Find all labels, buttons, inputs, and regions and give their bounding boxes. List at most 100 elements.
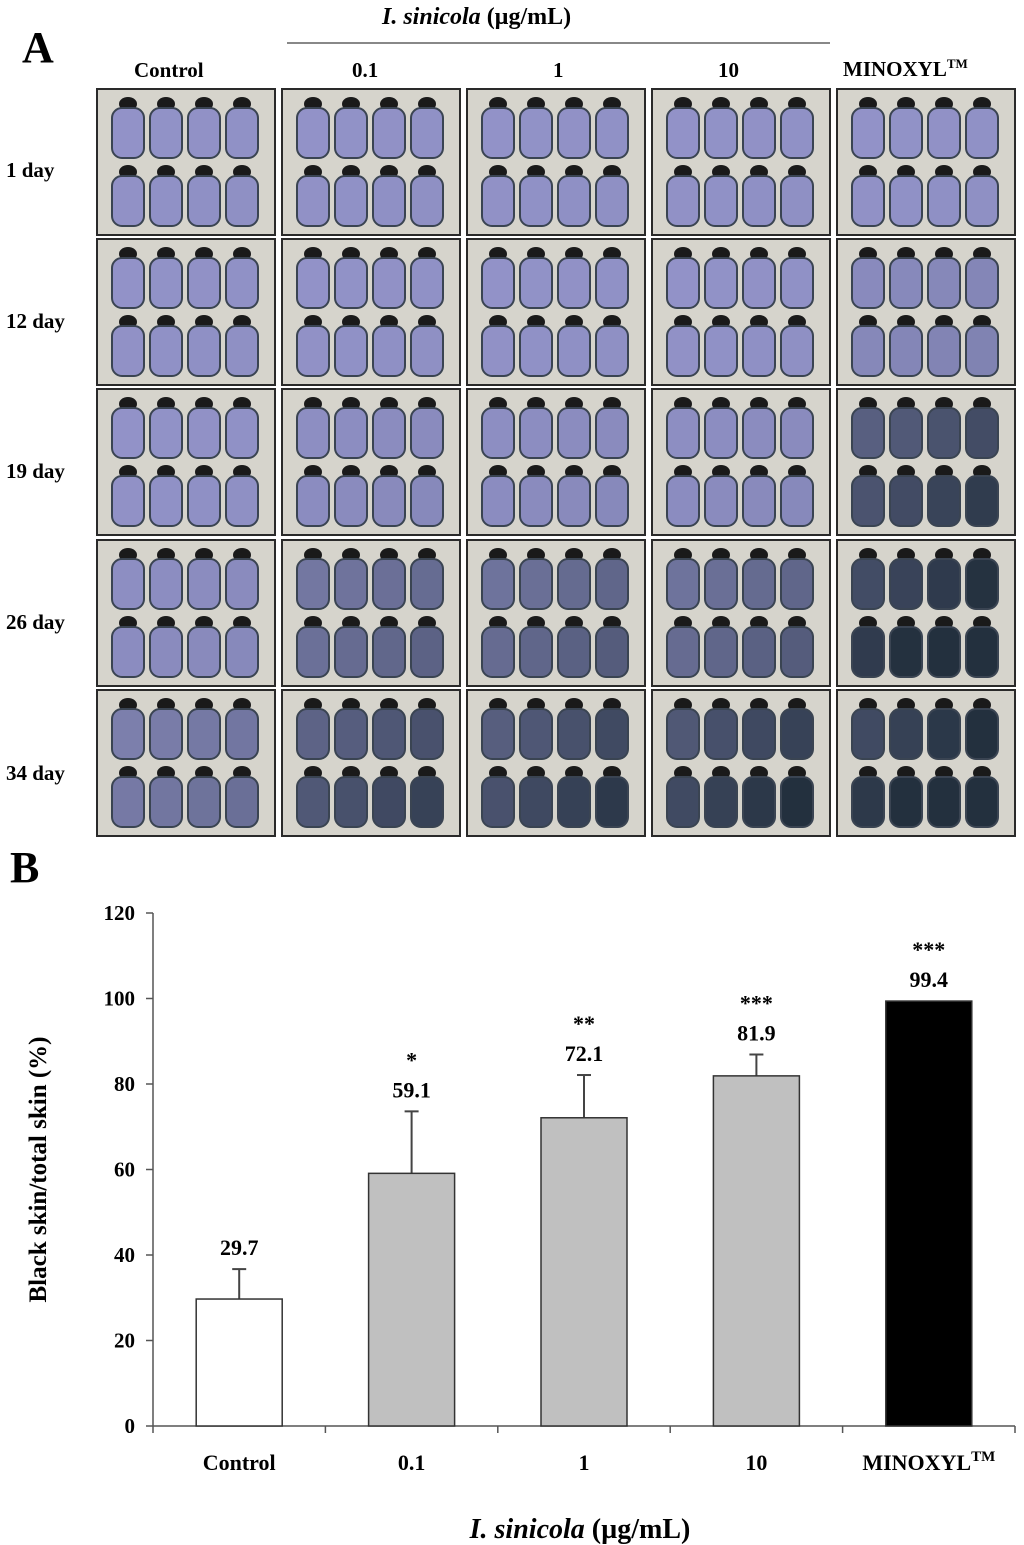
mouse-body	[481, 776, 515, 828]
mice-illustration	[481, 97, 629, 227]
mice-illustration	[296, 548, 444, 678]
data-label: 81.9	[737, 1021, 776, 1046]
mouse-body	[704, 626, 738, 678]
col-label-minoxyl-tm: TM	[946, 56, 968, 71]
mouse-body	[187, 107, 221, 159]
row-label-34-day: 34 day	[6, 761, 65, 785]
mouse-body	[666, 107, 700, 159]
mouse-body	[111, 257, 145, 309]
mouse-photo-cell	[836, 689, 1016, 837]
y-tick-label: 40	[114, 1243, 135, 1267]
mice-illustration	[481, 548, 629, 678]
mouse-body	[372, 107, 406, 159]
significance-marker: **	[573, 1011, 595, 1036]
panel-b-letter: B	[10, 843, 40, 892]
y-tick-label: 20	[114, 1329, 135, 1353]
mouse-body	[889, 175, 923, 227]
mouse-body	[889, 257, 923, 309]
mouse-body	[889, 407, 923, 459]
data-label: 72.1	[565, 1041, 604, 1066]
mouse-body	[704, 407, 738, 459]
mouse-body	[780, 776, 814, 828]
mouse-body	[111, 708, 145, 760]
treatment-header: I. sinicola (µg/mL)	[382, 4, 571, 31]
mouse-body	[481, 407, 515, 459]
mouse-body	[851, 107, 885, 159]
mouse-body	[742, 626, 776, 678]
mouse-body	[742, 776, 776, 828]
mouse-body	[481, 175, 515, 227]
x-tick-label: MINOXYLTM	[862, 1449, 995, 1475]
mouse-body	[187, 407, 221, 459]
mouse-body	[225, 257, 259, 309]
mouse-body	[595, 325, 629, 377]
mice-illustration	[111, 548, 259, 678]
mouse-body	[780, 257, 814, 309]
mouse-photo-cell	[651, 689, 831, 837]
mouse-body	[410, 257, 444, 309]
bar	[712, 1075, 801, 1427]
mouse-body	[225, 175, 259, 227]
mouse-body	[187, 475, 221, 527]
mice-illustration	[851, 97, 999, 227]
mouse-body	[296, 325, 330, 377]
mouse-body	[296, 407, 330, 459]
mice-illustration	[666, 698, 814, 828]
mouse-body	[666, 175, 700, 227]
mouse-body	[595, 175, 629, 227]
mouse-body	[519, 776, 553, 828]
mouse-body	[187, 626, 221, 678]
mouse-body	[557, 107, 591, 159]
mouse-body	[111, 475, 145, 527]
mouse-body	[595, 107, 629, 159]
y-tick-label: 80	[114, 1072, 135, 1096]
mouse-body	[225, 558, 259, 610]
mouse-body	[519, 107, 553, 159]
row-label-19-day: 19 day	[6, 459, 65, 483]
mouse-body	[334, 175, 368, 227]
x-axis-label-unit: (µg/mL)	[585, 1514, 691, 1545]
mice-illustration	[851, 397, 999, 527]
mouse-body	[851, 626, 885, 678]
mouse-body	[851, 558, 885, 610]
mouse-body	[372, 626, 406, 678]
mouse-body	[225, 708, 259, 760]
bar-chart: 0 20 40 60 80 100 120 29.7 Control 59.1 * 0.1 72.1 **…	[25, 901, 1016, 1545]
mouse-body	[927, 776, 961, 828]
mouse-body	[965, 107, 999, 159]
col-label-control: Control	[134, 58, 204, 82]
mouse-body	[742, 708, 776, 760]
col-label-minoxyl: MINOXYLTM	[843, 56, 968, 82]
mice-illustration	[296, 97, 444, 227]
mouse-body	[225, 325, 259, 377]
x-tick-label-superscript: TM	[971, 1449, 995, 1465]
mouse-body	[410, 558, 444, 610]
mouse-body	[742, 175, 776, 227]
mouse-body	[296, 257, 330, 309]
mouse-body	[780, 407, 814, 459]
mouse-body	[889, 558, 923, 610]
mouse-body	[927, 257, 961, 309]
mice-illustration	[851, 247, 999, 377]
mouse-photo-cell	[281, 88, 461, 236]
mouse-body	[666, 475, 700, 527]
mouse-body	[927, 626, 961, 678]
mouse-body	[225, 475, 259, 527]
mouse-body	[111, 626, 145, 678]
mouse-body	[965, 776, 999, 828]
mice-illustration	[111, 247, 259, 377]
mouse-body	[296, 107, 330, 159]
mouse-body	[187, 325, 221, 377]
mouse-body	[889, 776, 923, 828]
mouse-body	[704, 776, 738, 828]
mouse-body	[187, 257, 221, 309]
mouse-body	[334, 407, 368, 459]
mouse-body	[595, 708, 629, 760]
mouse-body	[557, 175, 591, 227]
mouse-body	[149, 776, 183, 828]
mouse-body	[519, 558, 553, 610]
mouse-photo-cell	[651, 88, 831, 236]
bar	[885, 1000, 973, 1427]
mouse-body	[111, 325, 145, 377]
mouse-body	[851, 175, 885, 227]
